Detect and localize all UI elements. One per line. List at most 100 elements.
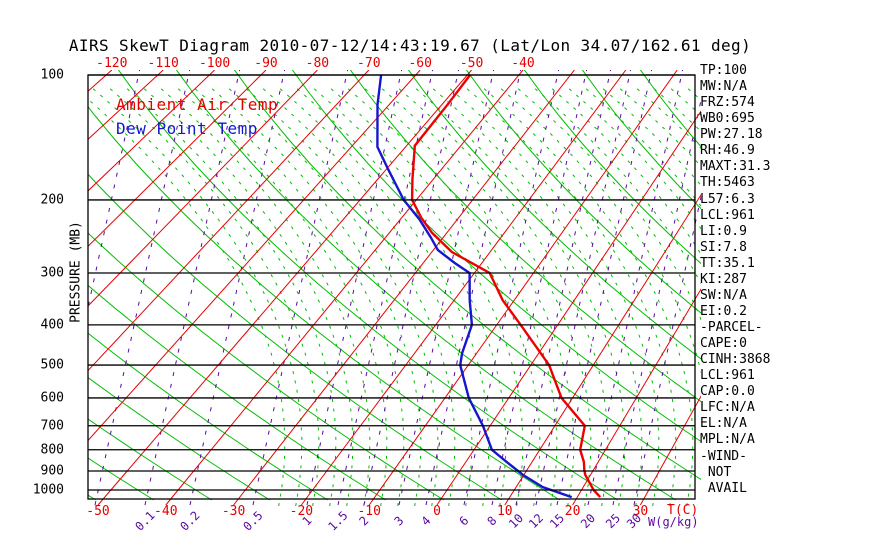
dry-adiabat-line	[581, 70, 701, 210]
isotherm-line	[776, 70, 870, 505]
stat-line: CAP:0.0	[700, 384, 755, 400]
dry-adiabat-line	[465, 70, 701, 314]
stat-line: FRZ:574	[700, 95, 755, 111]
moist-adiabat-line	[755, 88, 870, 506]
mixing-ratio-line	[491, 70, 588, 506]
top-temp-tick: -110	[147, 56, 179, 71]
moist-adiabat-line	[789, 88, 870, 506]
moist-adiabat-line	[159, 87, 371, 506]
pressure-tick: 800	[40, 442, 64, 458]
pressure-tick: 300	[40, 265, 64, 281]
isotherm-line	[639, 395, 701, 506]
bottom-temp-tick: -10	[357, 504, 381, 519]
mixing-ratio-line	[363, 70, 460, 506]
dry-adiabat-line	[175, 70, 676, 501]
top-temp-tick: -120	[96, 56, 128, 71]
mixing-ratio-line	[306, 70, 403, 506]
stat-line: MAXT:31.3	[700, 159, 771, 175]
isotherm-line	[300, 70, 627, 506]
top-temp-tick: -40	[511, 56, 535, 71]
ambient-temp-profile	[410, 74, 602, 498]
stat-line: MPL:N/A	[700, 432, 755, 448]
isotherm-line	[88, 70, 215, 192]
dry-adiabat-line	[88, 376, 270, 501]
bottom-temp-tick: -20	[289, 504, 314, 519]
stat-line: MW:N/A	[700, 79, 747, 95]
legend-dew-point: Dew Point Temp	[116, 119, 258, 138]
isotherm-line	[88, 70, 267, 248]
stat-line: CAPE:0	[700, 336, 747, 352]
mixing-ratio-line	[398, 70, 495, 506]
top-temp-tick: -80	[305, 56, 330, 71]
bottom-temp-tick: -40	[154, 504, 178, 519]
mixing-ratio-line	[535, 70, 632, 506]
pressure-tick: 1000	[32, 482, 64, 498]
moist-adiabat-line	[431, 87, 643, 506]
mixing-ratio-line	[252, 70, 349, 506]
page-title: AIRS SkewT Diagram 2010-07-12/14:43:19.6…	[68, 36, 752, 55]
mixing-ratio-line	[556, 70, 653, 506]
mixing-ratio-line	[515, 70, 612, 506]
isotherm-line	[165, 70, 524, 506]
top-temp-tick: -70	[357, 56, 381, 71]
isotherm-line	[504, 193, 701, 506]
stat-line: TT:35.1	[700, 255, 755, 271]
moist-adiabat-line	[465, 87, 677, 506]
dry-adiabat-line	[88, 232, 444, 501]
mixing-ratio-line	[337, 70, 434, 506]
stat-line: TP:100	[700, 63, 747, 78]
stat-line: SI:7.8	[700, 239, 747, 255]
moist-adiabat-line	[772, 88, 870, 506]
isotherm-line	[88, 70, 421, 442]
dry-adiabat-line	[88, 332, 328, 501]
stat-line: LCL:961	[700, 368, 755, 384]
mixing-ratio-line	[612, 97, 701, 506]
stat-line: KI:287	[700, 271, 747, 287]
pressure-tick: 600	[40, 390, 64, 406]
mixing-ratio-unit-label: W(g/kg)	[648, 515, 699, 529]
legend-ambient-temp: Ambient Air Temp	[116, 95, 279, 114]
isotherm-line	[572, 288, 701, 506]
isotherm-line	[88, 70, 370, 372]
stat-line: PW:27.18	[700, 127, 763, 143]
pressure-tick: 900	[40, 463, 64, 479]
stat-line: AVAIL	[700, 480, 747, 496]
stat-line: L57:6.3	[700, 191, 755, 207]
isotherm-line	[88, 70, 113, 92]
mixing-ratio-line	[94, 70, 191, 506]
stat-line: LFC:N/A	[700, 400, 755, 416]
isotherm-line	[88, 70, 318, 307]
dry-adiabat-line	[88, 105, 560, 501]
dry-adiabat-line	[523, 70, 701, 265]
stat-line: NOT	[700, 464, 732, 480]
top-temp-tick: -60	[408, 56, 432, 71]
pressure-tick: 200	[40, 192, 64, 208]
plot-border	[87, 74, 696, 500]
isotherm-line	[0, 70, 9, 505]
top-temp-tick: -100	[198, 56, 231, 71]
dry-adiabat-line	[291, 70, 701, 443]
moist-adiabat-line	[499, 87, 701, 374]
moist-adiabat-line	[88, 98, 286, 506]
moist-adiabat-line	[142, 87, 354, 506]
stat-line: -PARCEL-	[700, 320, 763, 335]
moist-adiabat-line	[108, 87, 320, 506]
top-temp-tick: -90	[254, 56, 278, 71]
moist-adiabat-line	[210, 87, 422, 506]
stat-line: CINH:3868	[700, 352, 771, 368]
pressure-tick: 400	[40, 317, 64, 333]
stat-line: -WIND-	[700, 448, 747, 464]
dew-point-profile	[376, 74, 573, 499]
stat-line: LI:0.9	[700, 223, 747, 239]
dry-adiabat-line	[117, 70, 618, 501]
pressure-tick: 100	[40, 67, 64, 83]
pressure-tick: 500	[40, 357, 64, 373]
moist-adiabat-line	[125, 87, 337, 506]
stat-line: TH:5463	[700, 175, 755, 191]
dry-adiabat-line	[88, 418, 212, 501]
bottom-temp-tick: 20	[564, 504, 581, 519]
bottom-temp-tick: -30	[221, 504, 246, 519]
isotherm-line	[0, 70, 60, 505]
pressure-tick: 700	[40, 418, 64, 434]
